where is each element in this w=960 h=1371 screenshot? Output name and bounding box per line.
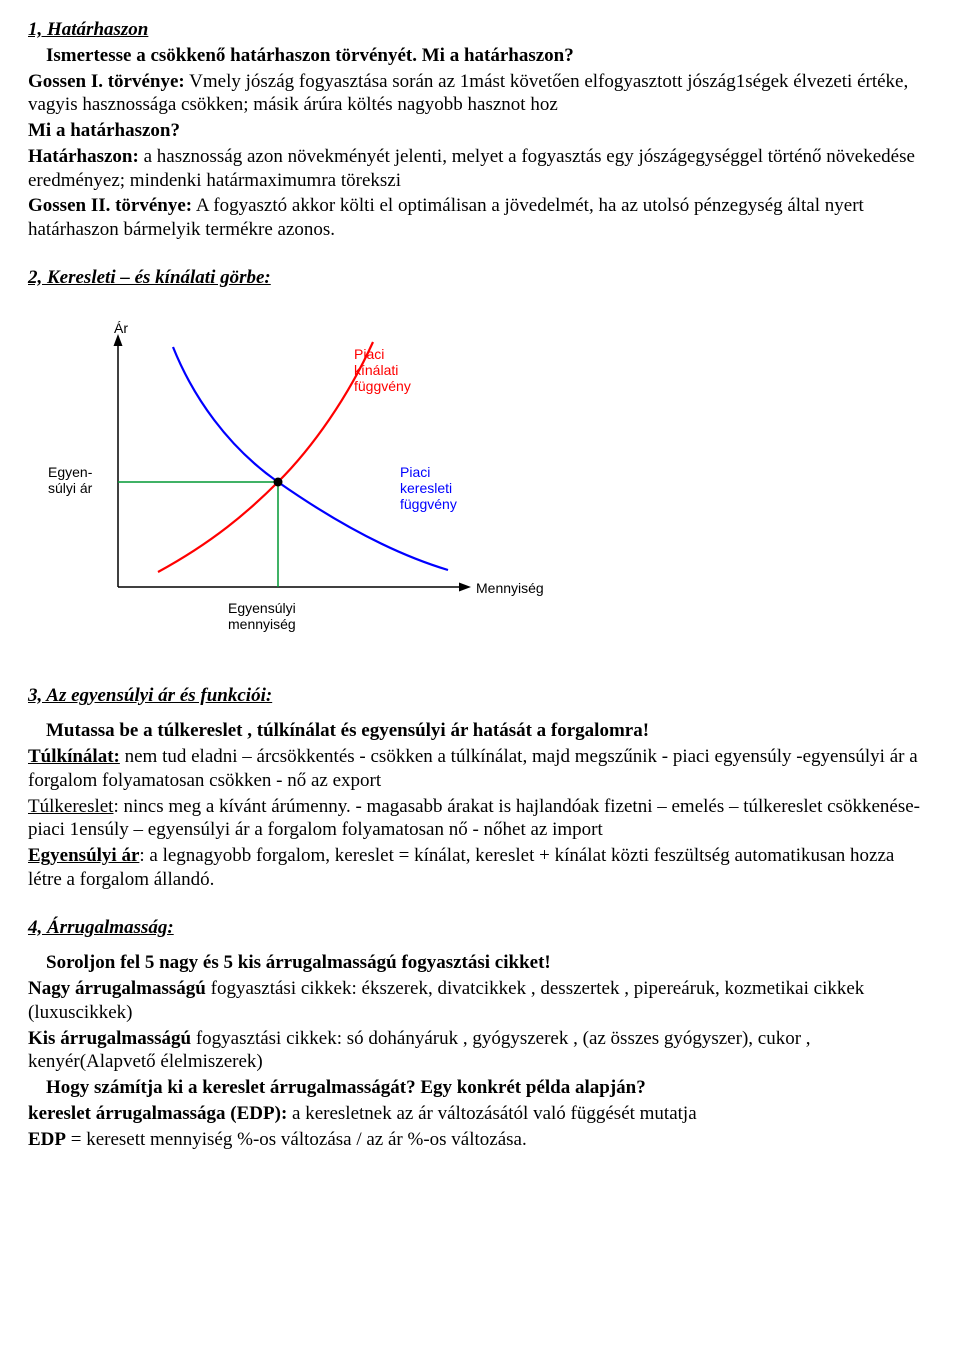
x-axis-label: Mennyiség (476, 580, 544, 596)
tulkinalat-text: nem tud eladni – árcsökkentés - csökken … (28, 746, 918, 791)
sec3-heading: 3, Az egyensúlyi ár és funkciói: (28, 685, 272, 706)
mi-label: Mi a határhaszon? (28, 120, 180, 141)
hatarhaszon-label: Határhaszon: (28, 146, 139, 167)
tulkinalat-label: Túlkínálat: (28, 746, 120, 767)
demand-label: Piacikeresletifüggvény (400, 464, 457, 512)
edp-label: kereslet árrugalmassága (EDP): (28, 1103, 287, 1124)
sec4-q2: Hogy számítja ki a kereslet árrugalmassá… (46, 1077, 646, 1098)
sec4-heading: 4, Árrugalmasság: (28, 917, 174, 938)
kis-label: Kis árrugalmasságú (28, 1028, 191, 1049)
sec3-intro: Mutassa be a túlkereslet , túlkínálat és… (46, 720, 649, 741)
egyensulyi-label: Egyensúlyi ár (28, 845, 139, 866)
supply-demand-chart: Ár Mennyiség Piacikínálatifüggvény Piaci… (28, 312, 528, 652)
eq-price-label: Egyen-súlyi ár (48, 464, 92, 496)
sec1-sub1: Ismertesse a csökkenő határhaszon törvén… (46, 45, 574, 66)
supply-label: Piacikínálatifüggvény (354, 346, 411, 394)
edp-text: a keresletnek az ár változásától való fü… (287, 1103, 696, 1124)
formula-label: EDP (28, 1129, 66, 1150)
gossen1-label: Gossen I. törvénye: (28, 71, 185, 92)
hatarhaszon-text: a hasznosság azon növekményét jelenti, m… (28, 146, 915, 191)
sec2-heading: 2, Keresleti – és kínálati görbe: (28, 267, 271, 288)
y-axis-label: Ár (114, 320, 128, 336)
formula-text: = keresett mennyiség %-os változása / az… (66, 1129, 527, 1150)
tulkereslet-label: Túlkereslet (28, 796, 113, 817)
sec1-heading: 1, Határhaszon (28, 19, 148, 40)
eq-qty-label: Egyensúlyimennyiség (228, 600, 296, 632)
egyensulyi-text: : a legnagyobb forgalom, kereslet = kíná… (28, 845, 894, 890)
gossen2-label: Gossen II. törvénye: (28, 195, 192, 216)
nagy-label: Nagy árrugalmasságú (28, 978, 206, 999)
tulkereslet-text: : nincs meg a kívánt árúmenny. - magasab… (28, 796, 920, 841)
sec4-q1: Soroljon fel 5 nagy és 5 kis árrugalmass… (46, 952, 551, 973)
